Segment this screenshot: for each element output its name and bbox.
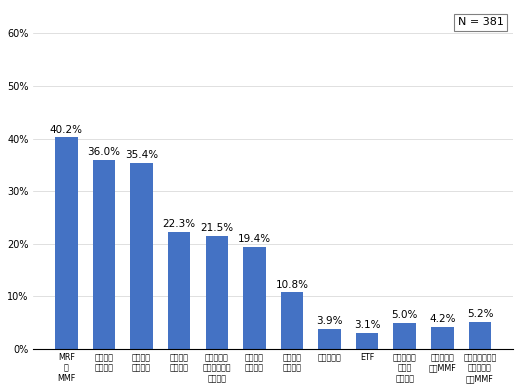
Bar bbox=[356, 333, 379, 349]
Text: 4.2%: 4.2% bbox=[429, 314, 456, 324]
Bar bbox=[281, 292, 303, 349]
Text: N = 381: N = 381 bbox=[458, 17, 503, 27]
Text: 5.0%: 5.0% bbox=[392, 310, 418, 320]
Text: 40.2%: 40.2% bbox=[50, 125, 83, 135]
Text: 36.0%: 36.0% bbox=[87, 147, 121, 157]
Text: 3.9%: 3.9% bbox=[316, 316, 343, 326]
Text: 22.3%: 22.3% bbox=[163, 219, 196, 229]
Bar bbox=[469, 322, 491, 349]
Bar bbox=[394, 323, 416, 349]
Text: 10.8%: 10.8% bbox=[276, 280, 308, 290]
Text: 19.4%: 19.4% bbox=[238, 234, 271, 245]
Text: 35.4%: 35.4% bbox=[125, 150, 158, 160]
Bar bbox=[318, 328, 341, 349]
Bar bbox=[93, 160, 115, 349]
Text: 3.1%: 3.1% bbox=[354, 320, 381, 330]
Text: 21.5%: 21.5% bbox=[200, 223, 233, 233]
Text: 5.2%: 5.2% bbox=[467, 309, 493, 319]
Bar bbox=[131, 163, 153, 349]
Bar bbox=[55, 138, 77, 349]
Bar bbox=[205, 236, 228, 349]
Bar bbox=[243, 247, 266, 349]
Bar bbox=[431, 327, 453, 349]
Bar bbox=[168, 232, 190, 349]
